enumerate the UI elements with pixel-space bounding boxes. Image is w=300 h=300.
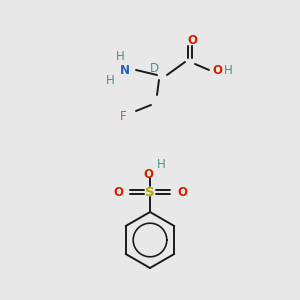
Text: O: O (187, 34, 197, 46)
Text: D: D (149, 61, 159, 74)
Text: N: N (120, 64, 130, 77)
Text: H: H (157, 158, 165, 172)
Text: H: H (224, 64, 232, 77)
Text: O: O (143, 169, 153, 182)
Text: F: F (120, 110, 126, 124)
Text: O: O (177, 185, 187, 199)
Text: O: O (113, 185, 123, 199)
Text: S: S (145, 185, 155, 199)
Text: O: O (212, 64, 222, 77)
Text: H: H (116, 50, 124, 64)
Text: H: H (106, 74, 114, 86)
